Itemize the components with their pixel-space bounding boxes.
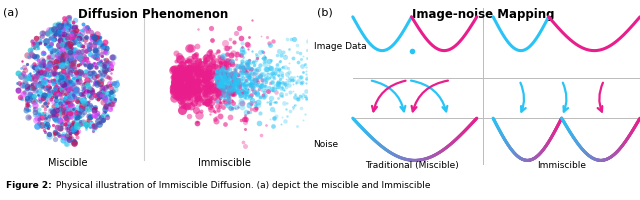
- Text: Miscible: Miscible: [48, 157, 87, 167]
- Text: Immiscible: Immiscible: [198, 157, 251, 167]
- Text: (b): (b): [317, 8, 333, 18]
- Text: Diffusion Phenomenon: Diffusion Phenomenon: [79, 8, 228, 21]
- Text: Figure 2:: Figure 2:: [6, 180, 52, 189]
- Text: Noise: Noise: [314, 139, 339, 148]
- Text: Immiscible: Immiscible: [537, 160, 586, 169]
- Text: Traditional (Miscible): Traditional (Miscible): [365, 160, 458, 169]
- Text: Physical illustration of Immiscible Diffusion. (a) depict the miscible and Immis: Physical illustration of Immiscible Diff…: [53, 180, 431, 189]
- Text: Image Data: Image Data: [314, 42, 366, 51]
- Text: Image-noise Mapping: Image-noise Mapping: [412, 8, 555, 21]
- Text: (a): (a): [3, 8, 19, 18]
